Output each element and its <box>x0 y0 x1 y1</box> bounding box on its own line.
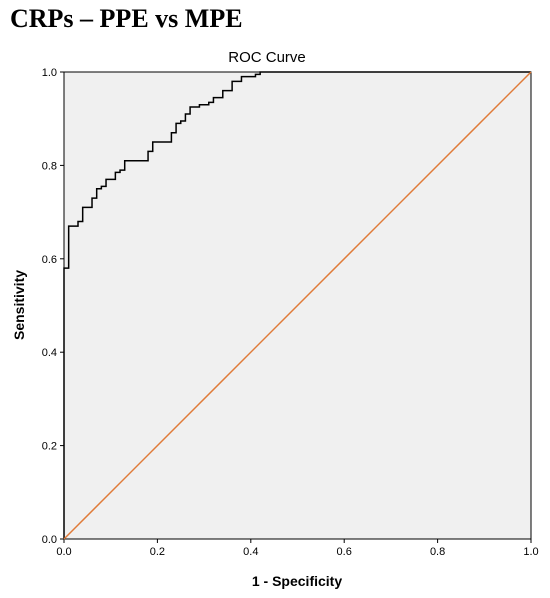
x-tick-label: 0.4 <box>243 546 258 558</box>
y-tick-label: 0.2 <box>42 441 57 453</box>
y-tick-label: 0.8 <box>42 160 57 172</box>
x-tick-label: 0.8 <box>430 546 445 558</box>
page-title: CRPs – PPE vs MPE <box>10 4 243 33</box>
x-axis-title: 1 - Specificity <box>252 573 342 589</box>
x-tick-label: 0.2 <box>150 546 165 558</box>
y-tick-label: 0.4 <box>42 347 57 359</box>
x-tick-label: 0.0 <box>56 546 71 558</box>
y-tick-label: 0.0 <box>42 534 57 546</box>
y-tick-label: 0.6 <box>42 254 57 266</box>
x-tick-label: 1.0 <box>523 546 538 558</box>
y-tick-label: 1.0 <box>42 67 57 79</box>
y-axis-title: Sensitivity <box>11 270 27 340</box>
reference-line <box>63 71 532 540</box>
chart-title: ROC Curve <box>228 49 306 66</box>
roc-curve-line <box>63 71 531 539</box>
x-tick-label: 0.6 <box>337 546 352 558</box>
